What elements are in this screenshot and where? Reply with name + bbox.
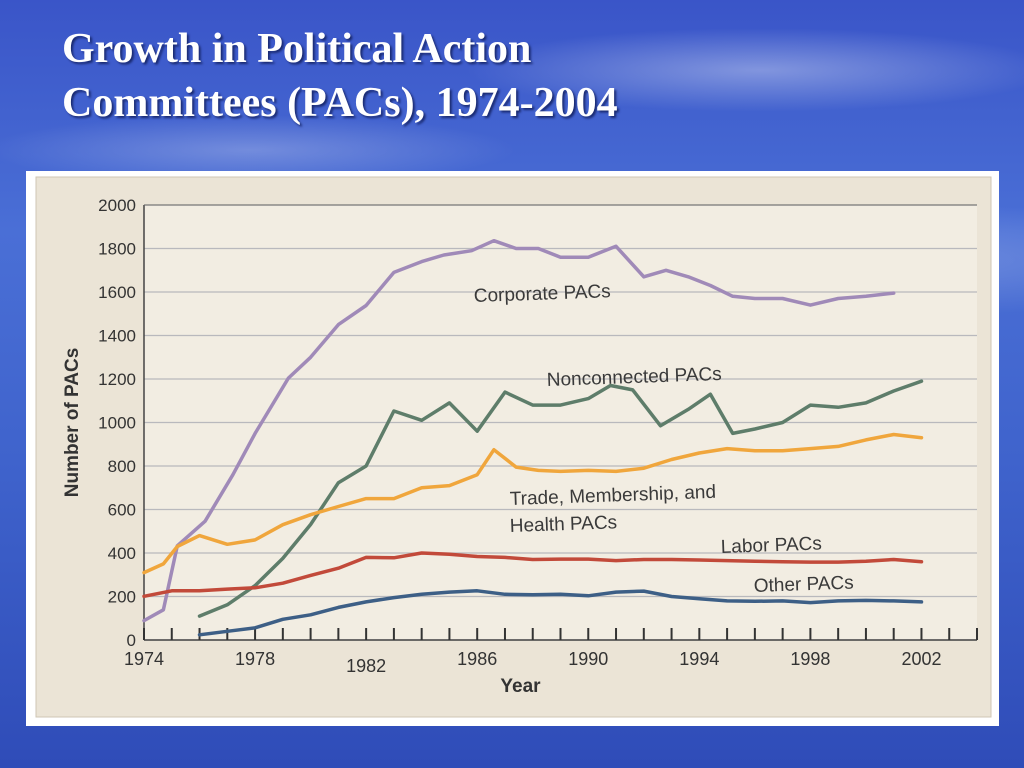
series-line-nonconnected-pacs: [197, 379, 924, 618]
y-tick-label: 600: [108, 501, 136, 520]
y-axis-title: Number of PACs: [62, 348, 83, 498]
y-tick-label: 400: [108, 544, 136, 563]
series-line-labor-pacs: [142, 551, 924, 599]
y-tick-label: 0: [127, 631, 136, 650]
slide-title-line1: Growth in Political Action: [62, 26, 532, 72]
x-tick-label: 1986: [457, 649, 497, 669]
y-tick-label: 1800: [98, 240, 136, 259]
series-label-other-pacs: Other PACs: [753, 573, 854, 597]
y-tick-label: 1600: [98, 283, 136, 302]
slide-title-line2: Committees (PACs), 1974-2004: [62, 80, 618, 126]
series-label-trade-membership-and-health-pacs: Health PACs: [509, 512, 617, 537]
x-axis-title: Year: [500, 676, 541, 697]
y-tick-label: 2000: [98, 196, 136, 215]
x-tick-label: 1974: [124, 649, 164, 669]
x-tick-label: 1998: [790, 649, 830, 669]
x-tick-label: 1978: [235, 649, 275, 669]
y-tick-label: 1000: [98, 414, 136, 433]
series-line-other-pacs: [197, 589, 924, 637]
chart-figure: 0 200 400 600 800 1000 1200 1400 1600 1800 2000 197…: [26, 171, 999, 726]
x-tick-label: 1982: [346, 656, 386, 676]
series-line-trade-membership-and-health-pacs: [142, 432, 924, 575]
series-label-corporate-pacs: Corporate PACs: [473, 281, 611, 307]
y-tick-label: 1400: [98, 327, 136, 346]
slide-title: Growth in Political Action Committees (P…: [62, 22, 962, 130]
series-label-labor-pacs: Labor PACs: [720, 533, 822, 558]
x-tick-label: 1994: [679, 649, 719, 669]
pac-growth-chart: 0 200 400 600 800 1000 1200 1400 1600 1800 2000 197…: [35, 176, 992, 718]
y-tick-label: 800: [108, 457, 136, 476]
y-tick-label: 200: [108, 588, 136, 607]
series-line-corporate-pacs: [142, 238, 896, 623]
x-tick-label: 1990: [568, 649, 608, 669]
y-tick-label: 1200: [98, 370, 136, 389]
x-tick-label: 2002: [901, 649, 941, 669]
